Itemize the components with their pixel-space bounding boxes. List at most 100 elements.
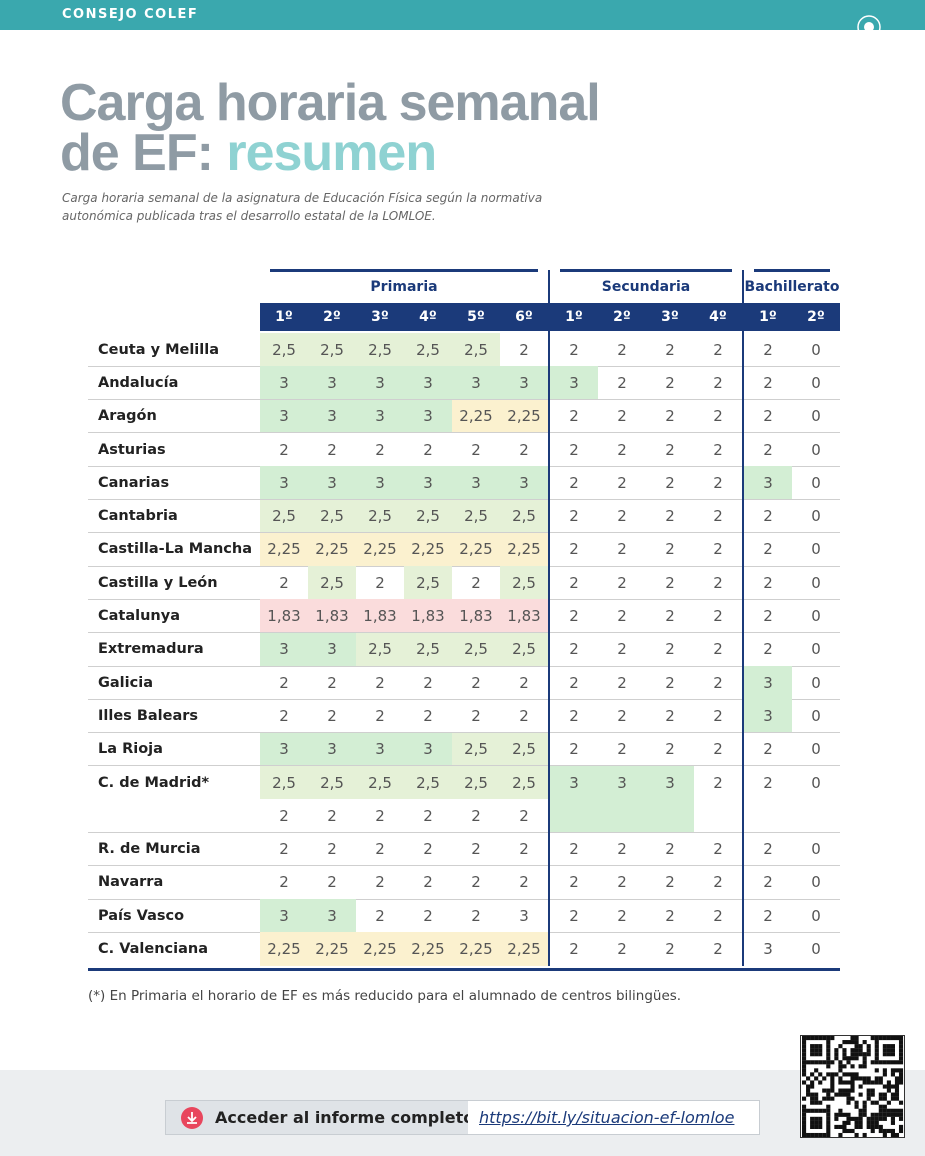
qr-module bbox=[882, 1132, 887, 1137]
table-cell: 2 bbox=[665, 373, 675, 392]
qr-module bbox=[850, 1036, 855, 1041]
qr-module bbox=[886, 1048, 891, 1053]
region: Catalunya bbox=[98, 608, 180, 625]
table-cell: 2,5 bbox=[500, 632, 548, 666]
table-cell: 2,5 bbox=[356, 765, 404, 800]
table-cell: 3 bbox=[500, 466, 548, 500]
table-cell: 3 bbox=[646, 765, 694, 833]
qr-module bbox=[838, 1112, 843, 1117]
table-cell: 2 bbox=[763, 440, 773, 459]
table-cell: 2 bbox=[519, 706, 529, 725]
qr-module bbox=[862, 1104, 867, 1109]
qr-module bbox=[894, 1092, 900, 1097]
qr-module bbox=[810, 1116, 815, 1121]
qr-module bbox=[870, 1120, 875, 1125]
table-cell: 2 bbox=[713, 540, 723, 559]
qr-module bbox=[882, 1036, 887, 1041]
table-cell: 3 bbox=[763, 940, 773, 959]
qr-module bbox=[886, 1100, 891, 1105]
qr-module bbox=[886, 1080, 891, 1085]
row-rule bbox=[88, 665, 840, 667]
qr-module bbox=[814, 1108, 819, 1113]
qr-module bbox=[802, 1044, 807, 1049]
qr-module bbox=[846, 1080, 851, 1085]
qr-module bbox=[806, 1084, 811, 1089]
qr-module bbox=[858, 1076, 863, 1081]
table-cell: 2,5 bbox=[356, 632, 404, 666]
qr-module bbox=[818, 1116, 823, 1121]
qr-module bbox=[850, 1052, 855, 1057]
qr-module bbox=[870, 1112, 875, 1117]
table-cell: 3 bbox=[308, 366, 356, 400]
qr-module bbox=[822, 1036, 827, 1041]
table-cell: 2 bbox=[279, 873, 289, 892]
table-cell: 2 bbox=[375, 440, 385, 459]
region: C. Valenciana bbox=[98, 941, 208, 958]
qr-module bbox=[802, 1132, 807, 1137]
link-box[interactable] bbox=[468, 1101, 759, 1134]
qr-module bbox=[874, 1044, 879, 1049]
table-cell: 2 bbox=[471, 706, 481, 725]
qr-module bbox=[846, 1092, 851, 1097]
qr-module bbox=[870, 1080, 875, 1085]
qr-module bbox=[850, 1064, 855, 1069]
table-cell: 2 bbox=[423, 840, 433, 859]
qr-module bbox=[894, 1096, 900, 1101]
qr-module bbox=[818, 1036, 823, 1041]
qr-module bbox=[858, 1048, 863, 1053]
table-cell: 3 bbox=[744, 466, 792, 500]
table-cell: 2,5 bbox=[404, 566, 452, 600]
qr-module bbox=[814, 1048, 819, 1053]
qr-module bbox=[854, 1104, 859, 1109]
region: Illes Balears bbox=[98, 707, 199, 724]
table-cell: 3 bbox=[404, 732, 452, 766]
qr-module bbox=[802, 1068, 807, 1073]
table-cell: 2 bbox=[713, 640, 723, 659]
cta-text[interactable]: Acceder al informe completo bbox=[215, 1108, 475, 1127]
table-cell: 2,25 bbox=[260, 532, 308, 567]
qr-module bbox=[898, 1112, 904, 1117]
table-cell: 2 bbox=[569, 706, 579, 725]
qr-module bbox=[838, 1068, 843, 1073]
link[interactable]: https://bit.ly/situacion-ef-lomloe bbox=[479, 1108, 735, 1127]
qr-module bbox=[878, 1104, 883, 1109]
table-cell: 2 bbox=[327, 673, 337, 692]
table-cell: 0 bbox=[811, 840, 821, 859]
qr-module bbox=[826, 1096, 831, 1101]
qr-module bbox=[826, 1088, 831, 1093]
qr-module bbox=[838, 1060, 843, 1065]
table-cell: 2 bbox=[665, 940, 675, 959]
qr-module bbox=[802, 1108, 807, 1113]
qr-module bbox=[842, 1092, 847, 1097]
table-cell: 2 bbox=[713, 607, 723, 626]
table-cell: 2 bbox=[665, 340, 675, 359]
column-header: 1º bbox=[565, 309, 583, 325]
qr-module bbox=[822, 1076, 827, 1081]
qr-module bbox=[842, 1128, 847, 1134]
table-cell: 2 bbox=[423, 706, 433, 725]
qr-module bbox=[834, 1056, 839, 1061]
qr-module bbox=[850, 1048, 855, 1053]
table-cell: 2 bbox=[327, 706, 337, 725]
table-cell: 2 bbox=[569, 340, 579, 359]
qr-module bbox=[882, 1108, 887, 1113]
table-cell: 2,5 bbox=[308, 765, 356, 800]
table-cell: 2,5 bbox=[500, 765, 548, 800]
qr-module bbox=[866, 1116, 871, 1121]
qr-module bbox=[882, 1092, 887, 1097]
qr-module bbox=[802, 1124, 807, 1130]
table-cell: 2,5 bbox=[308, 499, 356, 533]
qr-module bbox=[890, 1044, 896, 1049]
table-cell: 2 bbox=[279, 440, 289, 459]
table-cell: 0 bbox=[811, 340, 821, 359]
qr-module bbox=[894, 1060, 900, 1065]
qr-module bbox=[818, 1060, 823, 1065]
qr-module bbox=[870, 1116, 875, 1121]
qr-module bbox=[858, 1124, 863, 1130]
qr-module bbox=[842, 1040, 847, 1045]
table-cell: 2 bbox=[713, 573, 723, 592]
table-cell: 2 bbox=[617, 540, 627, 559]
region: Navarra bbox=[98, 874, 164, 891]
table-cell: 2 bbox=[471, 440, 481, 459]
table-cell: 2 bbox=[713, 773, 723, 792]
